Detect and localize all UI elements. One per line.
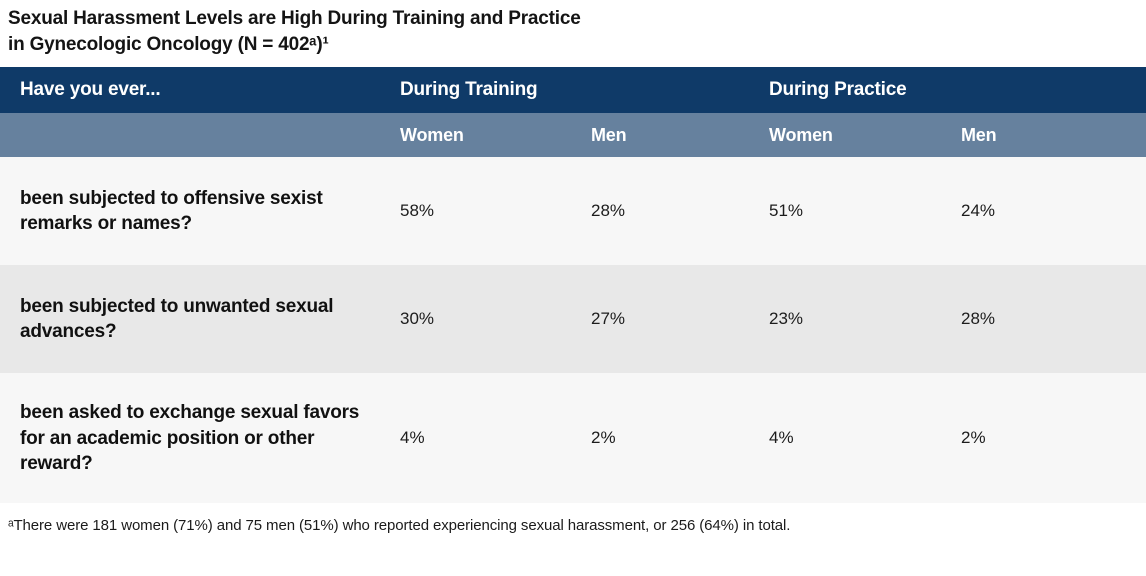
column-header-have-you-ever: Have you ever... bbox=[0, 67, 390, 114]
question-cell: been subjected to offensive sexist remar… bbox=[0, 157, 390, 266]
value-cell-training-men: 28% bbox=[581, 157, 760, 266]
page-title: Sexual Harassment Levels are High During… bbox=[0, 0, 1146, 58]
sub-header-training-men: Men bbox=[581, 113, 760, 158]
value-cell-practice-men: 28% bbox=[951, 265, 1146, 374]
harassment-data-table: Have you ever... During Training During … bbox=[0, 67, 1146, 504]
sub-header-training-women: Women bbox=[390, 113, 581, 158]
value-cell-training-women: 30% bbox=[390, 265, 581, 374]
value-cell-practice-women: 51% bbox=[759, 157, 952, 266]
page-title-line-1: Sexual Harassment Levels are High During… bbox=[8, 8, 581, 29]
column-group-during-training: During Training bbox=[390, 67, 760, 114]
table-body: been subjected to offensive sexist remar… bbox=[0, 157, 1146, 504]
value-cell-practice-men: 2% bbox=[951, 373, 1146, 504]
value-cell-training-women: 58% bbox=[390, 157, 581, 266]
sub-header-row: Women Men Women Men bbox=[0, 113, 1146, 158]
value-cell-training-men: 27% bbox=[581, 265, 760, 374]
value-cell-training-men: 2% bbox=[581, 373, 760, 504]
footnote: ᵃThere were 181 women (71%) and 75 men (… bbox=[8, 517, 791, 535]
column-group-during-practice: During Practice bbox=[759, 67, 1146, 114]
page-title-line-2: in Gynecologic Oncology (N = 402ᵃ)¹ bbox=[8, 34, 329, 56]
question-cell: been subjected to unwanted sexual advanc… bbox=[0, 265, 390, 374]
question-cell: been asked to exchange sexual favors for… bbox=[0, 373, 390, 504]
table-row-exchange-favors: been asked to exchange sexual favors for… bbox=[0, 373, 1146, 504]
sub-header-practice-men: Men bbox=[951, 113, 1146, 158]
sub-header-practice-women: Women bbox=[759, 113, 952, 158]
group-header-row: Have you ever... During Training During … bbox=[0, 67, 1146, 114]
value-cell-training-women: 4% bbox=[390, 373, 581, 504]
value-cell-practice-women: 4% bbox=[759, 373, 952, 504]
value-cell-practice-men: 24% bbox=[951, 157, 1146, 266]
table-row-sexist-remarks: been subjected to offensive sexist remar… bbox=[0, 157, 1146, 266]
sub-header-spacer bbox=[0, 113, 390, 158]
value-cell-practice-women: 23% bbox=[759, 265, 952, 374]
table-row-unwanted-advances: been subjected to unwanted sexual advanc… bbox=[0, 265, 1146, 374]
table-header: Have you ever... During Training During … bbox=[0, 67, 1146, 158]
